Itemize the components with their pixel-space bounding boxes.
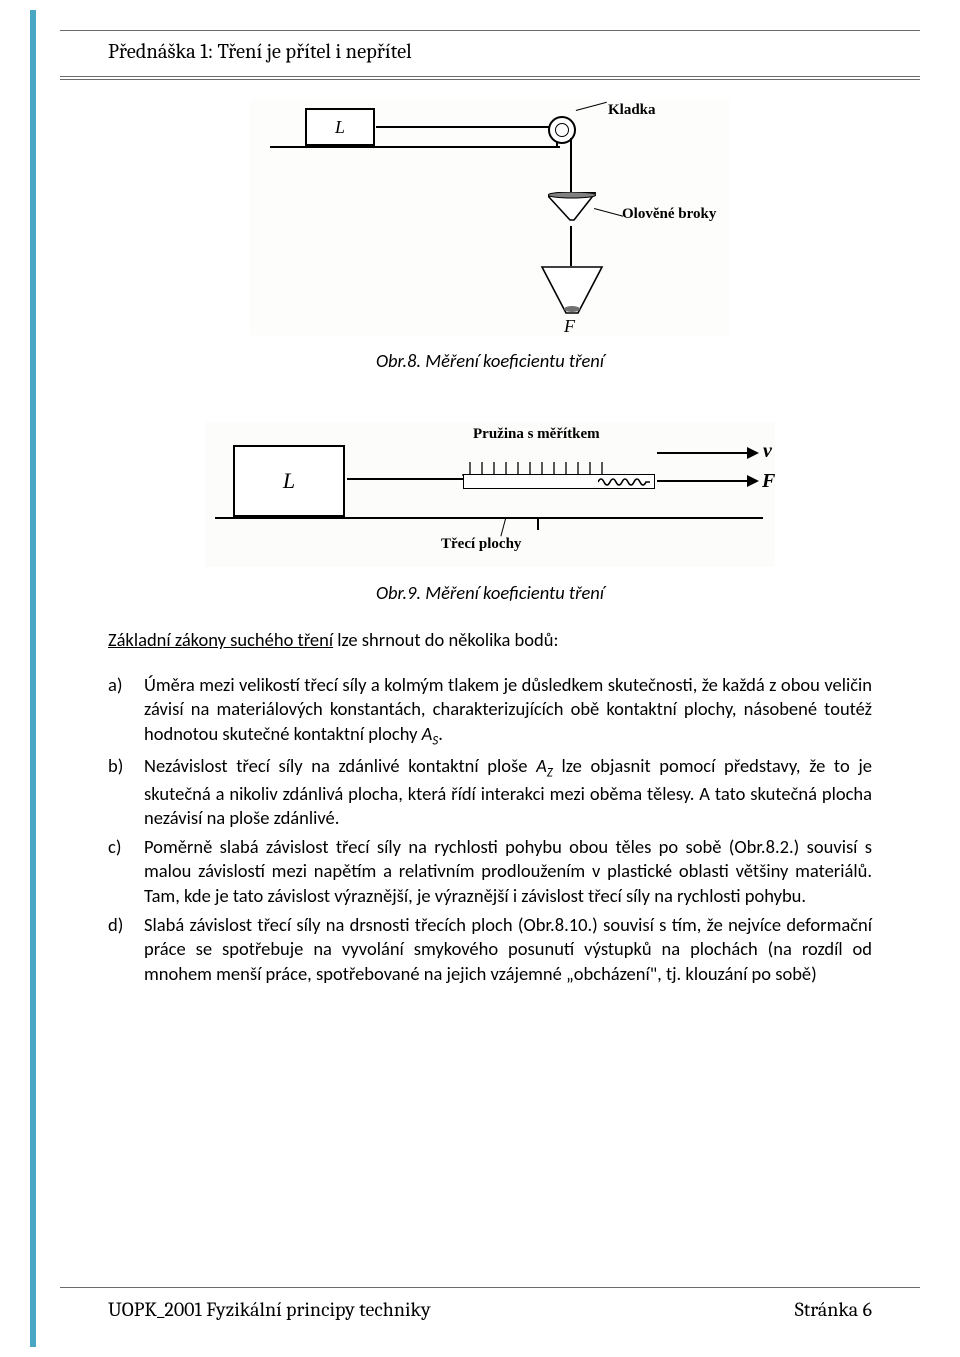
fig9-surface-tick xyxy=(537,518,539,530)
list-text: Nezávislost třecí síly na zdánlivé konta… xyxy=(144,754,536,777)
fig9-block: L xyxy=(233,445,345,517)
fig8-shot-label: Olověné broky xyxy=(622,206,716,223)
header-rule-under2 xyxy=(60,79,920,80)
intro-rest: lze shrnout do několika bodů: xyxy=(333,628,558,651)
body-text: Základní zákony suchého tření lze shrnou… xyxy=(60,628,920,986)
list-marker: d) xyxy=(108,913,123,938)
fig9-surface-leader xyxy=(500,519,507,537)
list-marker: b) xyxy=(108,754,123,779)
footer-row: UOPK_2001 Fyzikální principy techniky St… xyxy=(60,1288,920,1321)
list-marker: a) xyxy=(108,673,122,698)
list-sym: A xyxy=(536,754,547,777)
laws-list: a) Úměra mezi velikostí třecí síly a kol… xyxy=(108,673,872,987)
figure-9-caption: Obr.9. Měření koeficientu tření xyxy=(60,581,920,604)
fig8-string-horizontal xyxy=(376,126,554,128)
fig8-string-vertical-1 xyxy=(570,138,572,193)
fig8-upper-funnel xyxy=(548,192,596,222)
list-text: Úměra mezi velikostí třecí síly a kolmým… xyxy=(144,673,872,745)
fig8-pulley-label: Kladka xyxy=(608,102,656,119)
list-sym: A xyxy=(422,722,433,745)
list-item-d: d) Slabá závislost třecí síly na drsnost… xyxy=(108,913,872,987)
fig9-force-arrow xyxy=(657,480,757,482)
header-rule-under xyxy=(60,76,920,77)
intro-paragraph: Základní zákony suchého tření lze shrnou… xyxy=(108,628,872,653)
fig8-string-vertical-2 xyxy=(570,226,572,266)
footer-left: UOPK_2001 Fyzikální principy techniky xyxy=(108,1298,431,1321)
fig9-force-label: F xyxy=(762,470,775,493)
fig9-surface-label: Třecí plochy xyxy=(441,536,521,553)
list-item-a: a) Úměra mezi velikostí třecí síly a kol… xyxy=(108,673,872,750)
page-footer: UOPK_2001 Fyzikální principy techniky St… xyxy=(60,1287,920,1321)
fig9-connecting-line xyxy=(347,478,465,480)
fig9-spring-coil xyxy=(598,475,650,488)
figure-8-caption: Obr.8. Měření koeficientu tření xyxy=(60,349,920,372)
figure-8-diagram: L Kladka Olověné broky F xyxy=(250,100,730,335)
left-accent-bar xyxy=(30,10,36,1347)
list-marker: c) xyxy=(108,835,121,860)
page-content: Přednáška 1: Tření je přítel i nepřítel … xyxy=(60,30,920,990)
fig9-surface-line xyxy=(215,517,763,519)
fig9-velocity-arrow xyxy=(657,452,757,454)
fig8-pulley-leader xyxy=(576,102,607,112)
fig9-spring-label: Pružina s měřítkem xyxy=(473,426,600,443)
fig8-block: L xyxy=(305,108,375,146)
fig8-force-label: F xyxy=(564,316,575,337)
fig8-surface-line xyxy=(270,146,560,148)
list-item-c: c) Poměrně slabá závislost třecí síly na… xyxy=(108,835,872,909)
fig8-lower-funnel xyxy=(540,265,604,315)
list-text: Poměrně slabá závislost třecí síly na ry… xyxy=(144,835,872,907)
list-text-after: . xyxy=(438,722,443,745)
list-item-b: b) Nezávislost třecí síly na zdánlivé ko… xyxy=(108,754,872,831)
footer-right: Stránka 6 xyxy=(795,1298,872,1321)
list-text: Slabá závislost třecí síly na drsnosti t… xyxy=(144,913,872,985)
fig9-velocity-label: v xyxy=(763,440,772,463)
figure-9-diagram: Pružina s měřítkem L v xyxy=(205,422,775,567)
fig8-shot-leader xyxy=(594,208,623,218)
intro-underlined: Základní zákony suchého tření xyxy=(108,628,333,651)
page-header-title: Přednáška 1: Tření je přítel i nepřítel xyxy=(60,31,920,76)
